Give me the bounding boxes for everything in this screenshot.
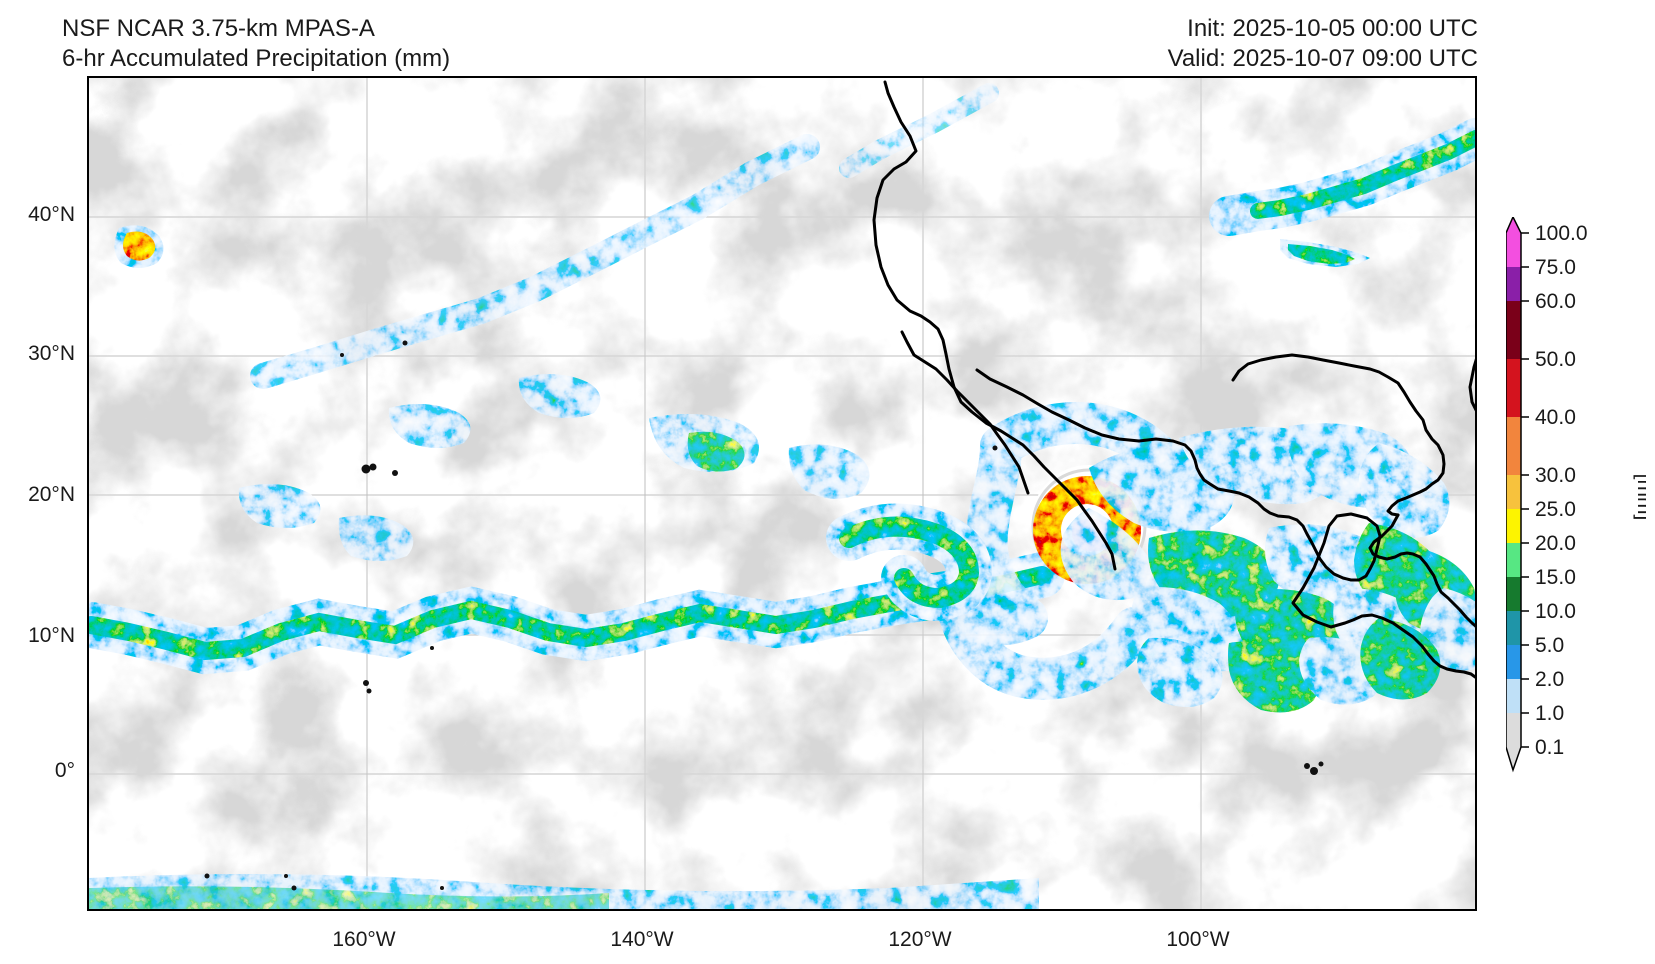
svg-text:0.1: 0.1: [1535, 736, 1564, 759]
svg-text:75.0: 75.0: [1535, 256, 1576, 279]
svg-text:2.0: 2.0: [1535, 668, 1564, 691]
svg-text:50.0: 50.0: [1535, 348, 1576, 371]
svg-text:1.0: 1.0: [1535, 702, 1564, 725]
svg-text:40.0: 40.0: [1535, 406, 1576, 429]
svg-text:100.0: 100.0: [1535, 222, 1588, 245]
svg-text:60.0: 60.0: [1535, 290, 1576, 313]
svg-text:5.0: 5.0: [1535, 634, 1564, 657]
svg-text:20.0: 20.0: [1535, 532, 1576, 555]
svg-text:10.0: 10.0: [1535, 600, 1576, 623]
svg-text:25.0: 25.0: [1535, 498, 1576, 521]
svg-text:30.0: 30.0: [1535, 464, 1576, 487]
svg-text:[mm]: [mm]: [1633, 474, 1646, 521]
svg-text:15.0: 15.0: [1535, 566, 1576, 589]
